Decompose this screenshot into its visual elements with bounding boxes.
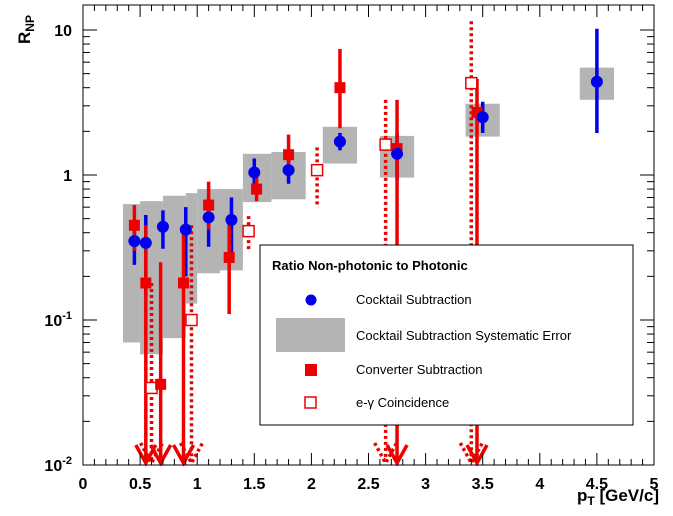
cocktail-marker [590, 75, 603, 88]
legend-marker-systematic [276, 318, 345, 352]
upper-limit-arrow [465, 444, 489, 467]
converter-marker [471, 106, 483, 118]
legend-label-coincidence: e-γ Coincidence [356, 395, 449, 410]
x-tick-label: 2.5 [357, 476, 379, 493]
x-tick-label: 5 [650, 476, 659, 493]
cocktail-marker [225, 213, 238, 226]
converter-marker [155, 378, 167, 390]
cocktail-marker [248, 166, 261, 179]
coincidence-marker [242, 224, 255, 238]
coincidence-limit-arrow [178, 442, 205, 467]
cocktail-marker [282, 164, 295, 177]
x-tick-label: 1.5 [243, 476, 265, 493]
converter-marker [177, 277, 189, 289]
converter-marker [334, 82, 346, 94]
y-tick-label: 10 [54, 23, 72, 40]
x-tick-label: 1 [193, 476, 202, 493]
data-markers [128, 75, 603, 395]
x-tick-label: 4.5 [586, 476, 608, 493]
legend-marker-converter [305, 364, 317, 376]
cocktail-marker [476, 111, 489, 124]
converter-marker [223, 251, 235, 263]
upper-limit-arrow [149, 444, 173, 467]
coincidence-limit-arrow [373, 442, 399, 467]
coincidence-limit-arrow [458, 442, 484, 467]
upper-limit-arrow [385, 444, 409, 467]
axes: 0 0.5 1 1.5 2 2.5 3 3.5 4 4.5 5 10-2 10-1 1 10 [44, 5, 659, 493]
converter-marker [203, 199, 215, 211]
legend-marker-cocktail [305, 294, 317, 306]
x-tick-label: 0.5 [129, 476, 151, 493]
cocktail-marker [139, 236, 152, 249]
legend-label-cocktail: Cocktail Subtraction [356, 292, 472, 307]
y-tick-label: 1 [63, 168, 72, 185]
x-tick-label: 4 [535, 476, 544, 493]
cocktail-marker [333, 135, 346, 148]
legend-title: Ratio Non-photonic to Photonic [272, 258, 468, 273]
systematic-band [185, 193, 198, 304]
coincidence-marker [185, 313, 198, 327]
cocktail-marker [391, 147, 404, 160]
converter-marker [251, 183, 263, 195]
converter-marker [128, 219, 140, 231]
legend-label-converter: Converter Subtraction [356, 362, 482, 377]
coincidence-marker [379, 138, 392, 151]
x-tick-label: 0 [79, 476, 88, 493]
cocktail-marker [202, 211, 215, 224]
y-tick-label: 10-2 [44, 455, 72, 475]
coincidence-marker [310, 163, 324, 177]
x-tick-label: 3 [421, 476, 430, 493]
coincidence-marker [465, 76, 478, 90]
converter-marker [283, 149, 295, 161]
upper-limit-arrow [171, 444, 196, 467]
legend: Ratio Non-photonic to Photonic Cocktail … [259, 244, 634, 426]
legend-marker-coincidence [304, 396, 317, 409]
y-tick-label: 10-1 [44, 310, 72, 330]
converter-marker [140, 277, 152, 289]
x-tick-label: 3.5 [472, 476, 494, 493]
legend-label-systematic: Cocktail Subtraction Systematic Error [356, 328, 572, 343]
cocktail-marker [128, 235, 141, 248]
x-tick-label: 2 [307, 476, 316, 493]
cocktail-marker [156, 220, 169, 233]
x-axis-title: pT [GeV/c] [577, 486, 659, 508]
coincidence-limit-arrow [138, 442, 165, 467]
cocktail-marker [179, 223, 192, 236]
y-axis-title: RNP [15, 15, 37, 44]
